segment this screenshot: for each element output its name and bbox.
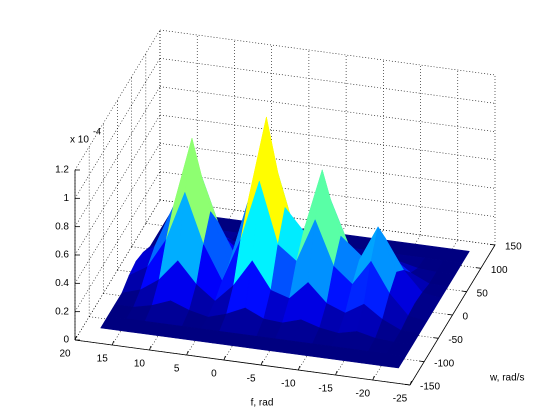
- y-tick-label: -50: [448, 335, 463, 346]
- x-tick: [149, 345, 152, 351]
- z-exponent-power: -4: [93, 126, 101, 136]
- grid-line: [74, 58, 161, 199]
- y-tick: [489, 243, 496, 246]
- grid-line: [74, 199, 161, 341]
- x-tick: [74, 335, 77, 341]
- x-tick-label: 0: [211, 369, 217, 380]
- x-tick-label: 15: [97, 354, 109, 365]
- y-tick-label: -150: [420, 382, 440, 393]
- grid-line: [74, 171, 161, 312]
- z-tick-label: 0.2: [55, 306, 69, 317]
- y-tick-label: 100: [491, 265, 508, 276]
- y-tick: [433, 337, 439, 339]
- y-axis-label: w, rad/s: [489, 373, 524, 384]
- y-tick-label: 150: [505, 242, 522, 253]
- surface-patch: [379, 353, 406, 369]
- grid-line: [74, 29, 161, 171]
- z-tick-label: 0.8: [55, 221, 69, 232]
- x-tick-label: -25: [393, 394, 408, 405]
- x-axis-line: [74, 339, 411, 386]
- y-tick-label: 50: [477, 288, 489, 299]
- x-tick-label: 5: [174, 364, 180, 375]
- z-tick-label: 0: [63, 335, 69, 346]
- x-tick: [409, 380, 412, 386]
- x-tick: [297, 365, 301, 371]
- y-tick: [404, 383, 411, 386]
- y-tick: [461, 290, 467, 293]
- z-tick-label: 0.6: [55, 250, 69, 261]
- axes: [74, 169, 496, 386]
- x-tick: [335, 370, 338, 376]
- grid-line: [74, 143, 161, 284]
- x-tick: [372, 375, 375, 381]
- x-tick-label: -5: [247, 374, 256, 385]
- x-tick-label: 10: [134, 359, 146, 370]
- z-tick-label: 1: [63, 193, 69, 204]
- grid-line: [74, 114, 161, 256]
- x-tick-label: 20: [59, 349, 71, 360]
- x-tick: [260, 360, 263, 366]
- x-tick: [186, 350, 189, 356]
- y-tick: [419, 360, 425, 363]
- surface: [100, 116, 470, 369]
- x-tick-label: -15: [318, 384, 333, 395]
- x-axis-label: f, rad: [251, 398, 274, 409]
- x-tick: [223, 355, 226, 361]
- x-tick-label: -10: [281, 379, 296, 390]
- x-tick: [111, 340, 115, 346]
- y-tick-label: 0: [463, 312, 469, 323]
- y-tick-label: -100: [434, 358, 454, 369]
- z-tick-label: 1.2: [55, 165, 69, 176]
- z-exponent-base: x 10: [70, 135, 89, 146]
- y-tick: [447, 313, 453, 316]
- x-tick-label: -20: [356, 389, 371, 400]
- grid-line: [74, 86, 161, 227]
- y-tick: [475, 267, 481, 269]
- z-tick-label: 0.4: [55, 278, 69, 289]
